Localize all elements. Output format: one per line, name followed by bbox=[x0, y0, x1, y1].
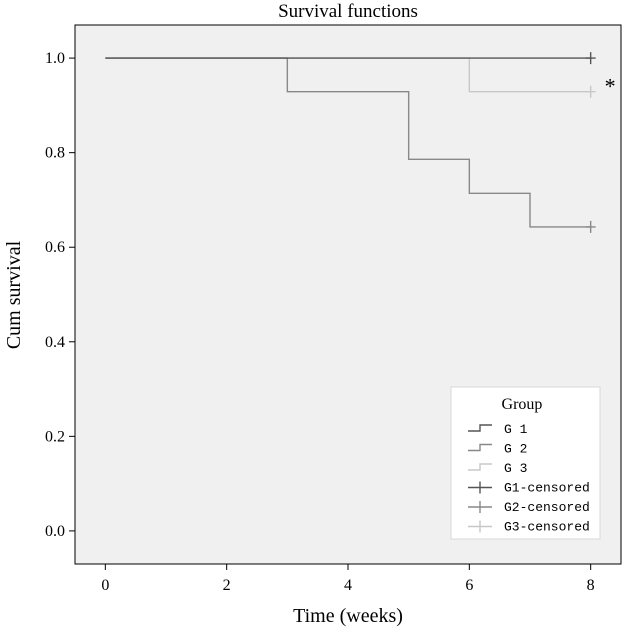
y-axis: 0.0 0.2 0.4 0.6 0.8 1.0 bbox=[45, 50, 75, 540]
censor-mark-g1 bbox=[585, 52, 596, 65]
annotation-layer: * bbox=[605, 74, 616, 99]
legend-swatch bbox=[468, 424, 492, 432]
y-axis-label: Cum survival bbox=[3, 240, 25, 349]
legend-censor-swatch bbox=[468, 501, 492, 513]
y-tick-label: 0.8 bbox=[45, 145, 65, 162]
legend-label: G3-censored bbox=[504, 520, 590, 535]
y-tick-label: 0.6 bbox=[45, 239, 65, 256]
y-tick-label: 0.4 bbox=[45, 334, 65, 351]
significance-asterisk: * bbox=[605, 74, 616, 99]
x-tick-label: 8 bbox=[587, 577, 595, 594]
legend-label: G 3 bbox=[504, 461, 527, 476]
x-tick-label: 0 bbox=[101, 577, 109, 594]
x-axis: 0 2 4 6 8 bbox=[101, 564, 595, 594]
legend-label: G 2 bbox=[504, 442, 527, 457]
legend-censor-swatch bbox=[468, 481, 492, 494]
legend-swatch bbox=[468, 443, 492, 452]
legend: Group G 1 G 2 G 3 G1-censored G2-censored G3-… bbox=[450, 386, 601, 540]
censor-mark-g2 bbox=[585, 220, 596, 233]
legend-censor-swatch bbox=[468, 520, 492, 533]
series-layer bbox=[105, 52, 596, 233]
y-tick-label: 1.0 bbox=[45, 50, 65, 67]
censor-mark-g3 bbox=[585, 85, 596, 98]
chart-title: Survival functions bbox=[278, 1, 418, 22]
x-tick-label: 6 bbox=[465, 577, 473, 594]
legend-swatch bbox=[468, 463, 492, 471]
x-axis-label: Time (weeks) bbox=[293, 605, 403, 627]
legend-label: G2-censored bbox=[504, 500, 590, 515]
legend-box bbox=[450, 386, 601, 540]
x-tick-label: 2 bbox=[223, 577, 231, 594]
x-tick-label: 4 bbox=[344, 577, 352, 594]
y-tick-label: 0.2 bbox=[45, 428, 65, 445]
legend-title: Group bbox=[502, 396, 543, 413]
legend-label: G1-censored bbox=[504, 481, 590, 496]
survival-line-g2 bbox=[105, 57, 591, 228]
y-tick-label: 0.0 bbox=[45, 523, 65, 540]
legend-label: G 1 bbox=[504, 422, 528, 437]
